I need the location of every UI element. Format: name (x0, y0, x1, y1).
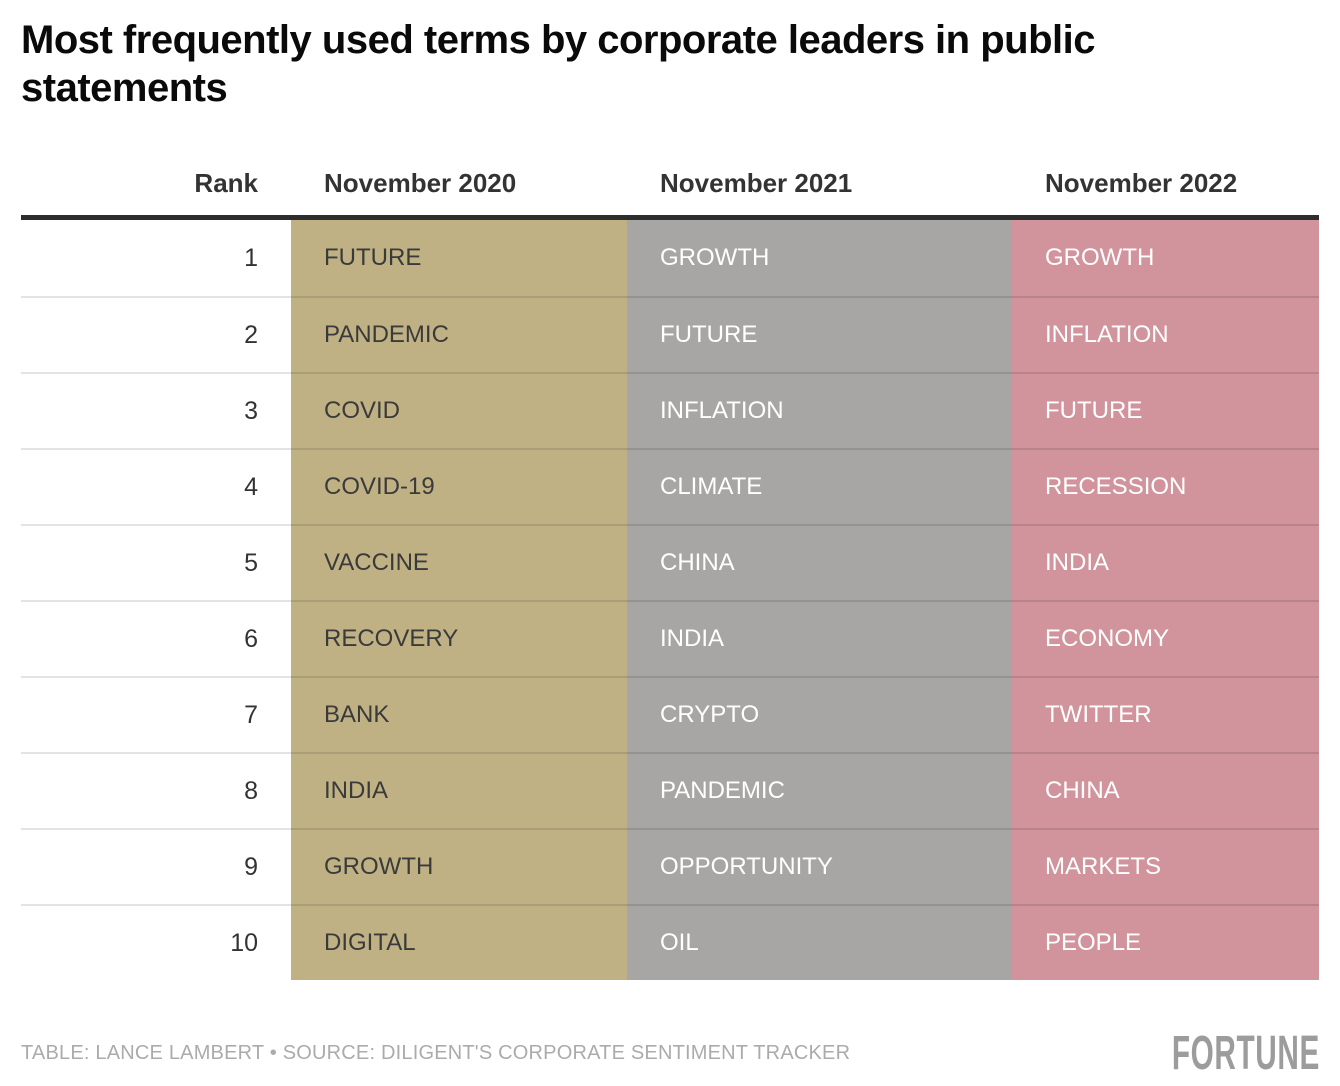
term-cell-2022: CHINA (1012, 752, 1319, 828)
term-cell-2021: OPPORTUNITY (627, 828, 1012, 904)
rank-cell: 7 (21, 676, 291, 752)
content-area: Most frequently used terms by corporate … (21, 16, 1319, 980)
term-cell-2020: VACCINE (291, 524, 627, 600)
source-credit: TABLE: LANCE LAMBERT • SOURCE: DILIGENT'… (21, 1042, 851, 1064)
column-header-november-2022: November 2022 (1045, 168, 1238, 198)
term-cell-2022: RECESSION (1012, 448, 1319, 524)
footer: TABLE: LANCE LAMBERT • SOURCE: DILIGENT'… (21, 1026, 1320, 1081)
term-cell-2022: MARKETS (1012, 828, 1319, 904)
column-header-rank: Rank (194, 168, 258, 198)
term-cell-2022: TWITTER (1012, 676, 1319, 752)
rank-cell: 6 (21, 600, 291, 676)
term-cell-2020: DIGITAL (291, 904, 627, 980)
table-row: 8 INDIA PANDEMIC CHINA (21, 752, 1319, 828)
term-cell-2022: INFLATION (1012, 296, 1319, 372)
term-cell-2021: CHINA (627, 524, 1012, 600)
column-header-november-2021: November 2021 (660, 168, 853, 198)
term-cell-2022: GROWTH (1012, 220, 1319, 296)
rank-cell: 4 (21, 448, 291, 524)
table-header-row: Rank November 2020 November 2021 Novembe… (21, 112, 1319, 220)
table-body: 1 FUTURE GROWTH GROWTH 2 PANDEMIC FUTURE… (21, 220, 1319, 980)
term-cell-2021: FUTURE (627, 296, 1012, 372)
table-row: 2 PANDEMIC FUTURE INFLATION (21, 296, 1319, 372)
term-cell-2021: INDIA (627, 600, 1012, 676)
term-cell-2020: COVID (291, 372, 627, 448)
table-row: 7 BANK CRYPTO TWITTER (21, 676, 1319, 752)
page-title-line-2: statements (21, 66, 228, 110)
term-cell-2020: FUTURE (291, 220, 627, 296)
term-cell-2021: CRYPTO (627, 676, 1012, 752)
term-cell-2020: INDIA (291, 752, 627, 828)
table-row: 4 COVID-19 CLIMATE RECESSION (21, 448, 1319, 524)
rank-cell: 5 (21, 524, 291, 600)
fortune-logo: FORTUNE (1171, 1027, 1320, 1080)
table-row: 1 FUTURE GROWTH GROWTH (21, 220, 1319, 296)
page-title: Most frequently used terms by corporate … (21, 16, 1319, 112)
term-cell-2020: COVID-19 (291, 448, 627, 524)
rank-cell: 10 (21, 904, 291, 980)
column-header-november-2020: November 2020 (324, 168, 517, 198)
term-cell-2021: PANDEMIC (627, 752, 1012, 828)
term-cell-2020: GROWTH (291, 828, 627, 904)
term-cell-2020: RECOVERY (291, 600, 627, 676)
rank-cell: 2 (21, 296, 291, 372)
page-title-line-1: Most frequently used terms by corporate … (21, 18, 1095, 62)
table-row: 9 GROWTH OPPORTUNITY MARKETS (21, 828, 1319, 904)
term-cell-2021: CLIMATE (627, 448, 1012, 524)
term-cell-2021: GROWTH (627, 220, 1012, 296)
rank-cell: 1 (21, 220, 291, 296)
rank-cell: 3 (21, 372, 291, 448)
term-cell-2020: PANDEMIC (291, 296, 627, 372)
term-cell-2022: PEOPLE (1012, 904, 1319, 980)
table-row: 6 RECOVERY INDIA ECONOMY (21, 600, 1319, 676)
rank-cell: 8 (21, 752, 291, 828)
term-cell-2022: FUTURE (1012, 372, 1319, 448)
rank-cell: 9 (21, 828, 291, 904)
table-row: 10 DIGITAL OIL PEOPLE (21, 904, 1319, 980)
term-cell-2021: INFLATION (627, 372, 1012, 448)
term-cell-2022: ECONOMY (1012, 600, 1319, 676)
table-row: 5 VACCINE CHINA INDIA (21, 524, 1319, 600)
table-row: 3 COVID INFLATION FUTURE (21, 372, 1319, 448)
term-cell-2020: BANK (291, 676, 627, 752)
term-cell-2022: INDIA (1012, 524, 1319, 600)
term-cell-2021: OIL (627, 904, 1012, 980)
